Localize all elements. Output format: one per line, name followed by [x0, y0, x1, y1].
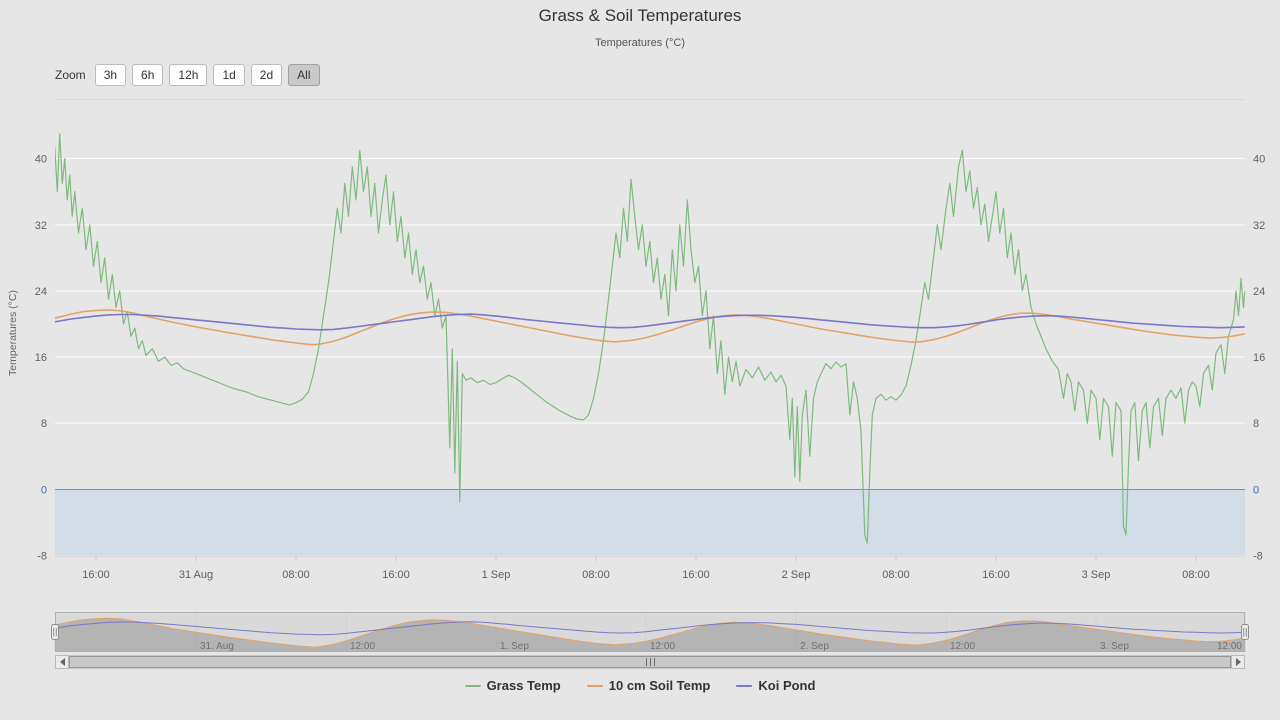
navigator-axis-label: 12:00 — [350, 641, 375, 652]
chart-legend: Grass Temp 10 cm Soil Temp Koi Pond — [0, 678, 1280, 693]
y-axis-title: Temperatures (°C) — [7, 290, 19, 376]
y-axis-label-right: 16 — [1253, 352, 1265, 364]
series-line-grass-temp — [55, 133, 1245, 544]
x-axis-label: 16:00 — [982, 569, 1010, 581]
series-group — [55, 133, 1245, 544]
x-axis-label: 3 Sep — [1082, 569, 1111, 581]
x-axis-label: 1 Sep — [482, 569, 511, 581]
y-axis-label-right: 0 — [1253, 484, 1259, 496]
y-axis-label-left: 24 — [35, 286, 47, 298]
navigator-axis-label: 12:00 — [1217, 641, 1242, 652]
y-axis-label-left: 0 — [41, 484, 47, 496]
series-line-10-cm-soil-temp — [55, 309, 1245, 346]
legend-swatch-grass-temp — [464, 684, 481, 687]
x-axis-label: 08:00 — [582, 569, 610, 581]
zoom-button-1d[interactable]: 1d — [213, 64, 245, 86]
y-axis-label-left: -8 — [37, 551, 47, 563]
scrollbar-grip-icon — [645, 658, 655, 666]
below-zero-plot-band — [55, 489, 1245, 556]
y-axis-label-left: 32 — [35, 220, 47, 232]
chart-title: Grass & Soil Temperatures — [538, 6, 742, 25]
legend-label-grass-temp: Grass Temp — [486, 678, 561, 693]
navigator-axis-label: 3. Sep — [1100, 641, 1129, 652]
x-axis-label: 31 Aug — [179, 569, 213, 581]
y-axis-label-right: 8 — [1253, 418, 1259, 430]
legend-swatch-koi-pond — [736, 684, 753, 687]
navigator-axis-label: 12:00 — [950, 641, 975, 652]
y-axis-label-left: 8 — [41, 418, 47, 430]
scrollbar-thumb[interactable] — [69, 656, 1231, 668]
zoom-button-6h[interactable]: 6h — [132, 64, 164, 86]
chart-subtitle: Temperatures (°C) — [595, 37, 685, 49]
y-axis-label-right: 32 — [1253, 220, 1265, 232]
navigator-pond-line — [54, 621, 1245, 636]
zoom-button-3h[interactable]: 3h — [94, 64, 127, 86]
legend-label-koi-pond: Koi Pond — [758, 678, 816, 693]
zoom-label: Zoom — [55, 68, 86, 82]
zoom-button-all[interactable]: All — [288, 64, 320, 86]
y-axis-label-right: 40 — [1253, 154, 1265, 166]
navigator-soil-area — [54, 618, 1245, 652]
zoom-controls: Zoom 3h 6h 12h 1d 2d All — [55, 64, 320, 86]
navigator-axis-label: 1. Sep — [500, 641, 529, 652]
x-axis-label: 16:00 — [682, 569, 710, 581]
scrollbar-track[interactable] — [69, 655, 1231, 669]
legend-item-soil-temp[interactable]: 10 cm Soil Temp — [586, 678, 711, 693]
x-axis-label: 08:00 — [882, 569, 910, 581]
y-axis-label-left: 16 — [35, 352, 47, 364]
navigator-left-handle[interactable] — [51, 624, 59, 640]
navigator-axis-label: 31. Aug — [200, 641, 234, 652]
scrollbar-left-arrow[interactable] — [55, 655, 69, 669]
navigator-mask[interactable] — [55, 612, 1245, 652]
legend-label-soil-temp: 10 cm Soil Temp — [608, 678, 711, 693]
zoom-button-12h[interactable]: 12h — [169, 64, 208, 86]
x-axis-label: 16:00 — [82, 569, 110, 581]
legend-item-koi-pond[interactable]: Koi Pond — [736, 678, 815, 693]
series-line-koi-pond — [55, 313, 1245, 331]
legend-swatch-soil-temp — [586, 684, 603, 687]
zoom-button-2d[interactable]: 2d — [250, 64, 283, 86]
chart-plot-area: -8 -8 0 0 8 8 16 16 24 24 32 32 40 40 16:00 31 Aug 08:00… — [7, 99, 1265, 652]
scrollbar-right-arrow[interactable] — [1231, 655, 1245, 669]
navigator-soil-line — [54, 617, 1245, 648]
x-axis-label: 2 Sep — [782, 569, 811, 581]
x-axis-label: 08:00 — [1182, 569, 1210, 581]
legend-item-grass-temp[interactable]: Grass Temp — [464, 678, 561, 693]
scrollbar-right-arrow-icon — [1235, 658, 1241, 666]
y-axis-label-left: 40 — [35, 154, 47, 166]
scrollbar-left-arrow-icon — [59, 658, 65, 666]
navigator-axis-label: 12:00 — [650, 641, 675, 652]
x-axis-label: 08:00 — [282, 569, 310, 581]
navigator-axis-label: 2. Sep — [800, 641, 829, 652]
y-axis-label-right: -8 — [1253, 551, 1263, 563]
navigator-right-handle[interactable] — [1241, 624, 1249, 640]
y-axis-label-right: 24 — [1253, 286, 1265, 298]
navigator-scrollbar — [55, 655, 1245, 669]
x-axis-label: 16:00 — [382, 569, 410, 581]
